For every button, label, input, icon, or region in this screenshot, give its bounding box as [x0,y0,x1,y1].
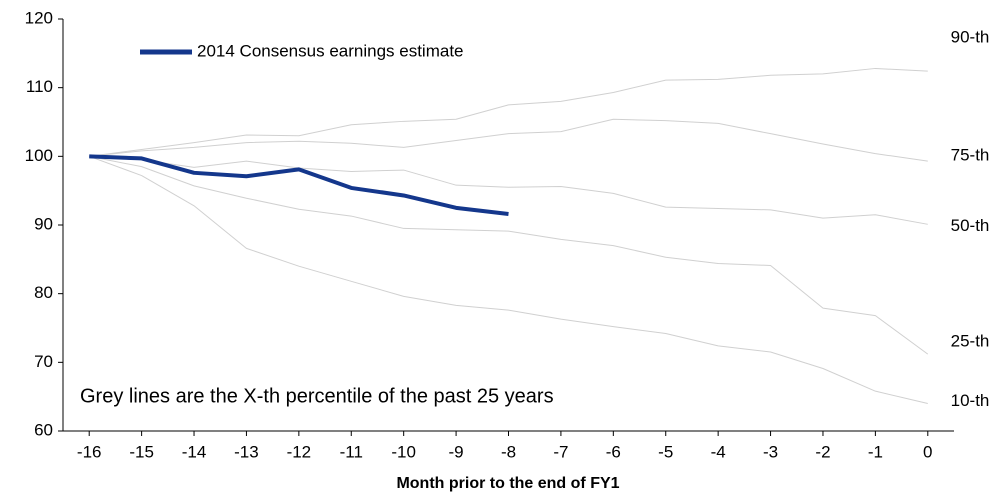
x-tick-label: 0 [923,442,932,461]
x-tick-label: -2 [815,442,830,461]
x-tick-label: -11 [340,442,363,461]
percentile-line [89,67,928,157]
y-tick-label: 60 [34,420,53,439]
x-tick-label: -6 [606,442,621,461]
end-label: 90-th [951,28,990,47]
x-tick-label: -15 [129,442,154,461]
x-tick-label: -8 [501,442,516,461]
end-label: 50-th [951,216,990,235]
end-label: 10-th [951,391,990,410]
x-tick-label: -7 [553,442,568,461]
percentile-line [89,155,929,355]
x-tick-label: -9 [449,442,464,461]
percentile-line [89,118,928,162]
percentile-line [89,155,928,225]
x-tick-label: -3 [763,442,778,461]
y-tick-label: 90 [34,214,53,233]
percentile-line [89,155,928,405]
consensus-line [89,154,509,216]
x-tick-label: -16 [77,442,102,461]
end-label: 75-th [951,146,990,165]
x-tick-label: -14 [182,442,207,461]
x-tick-label: -10 [391,442,416,461]
y-tick-label: 80 [34,283,53,302]
y-tick-label: 120 [25,8,53,27]
y-tick-label: 100 [25,146,53,165]
x-tick-label: -13 [234,442,259,461]
x-tick-label: -1 [868,442,883,461]
x-axis-title: Month prior to the end of FY1 [396,475,619,492]
x-tick-label: -4 [711,442,726,461]
y-tick-label: 70 [34,352,53,371]
end-label: 25-th [951,332,990,351]
legend-label: 2014 Consensus earnings estimate [197,41,464,60]
x-tick-label: -12 [287,442,312,461]
x-tick-label: -5 [658,442,673,461]
annotation: Grey lines are the X-th percentile of th… [80,385,554,407]
y-tick-label: 110 [26,77,53,96]
